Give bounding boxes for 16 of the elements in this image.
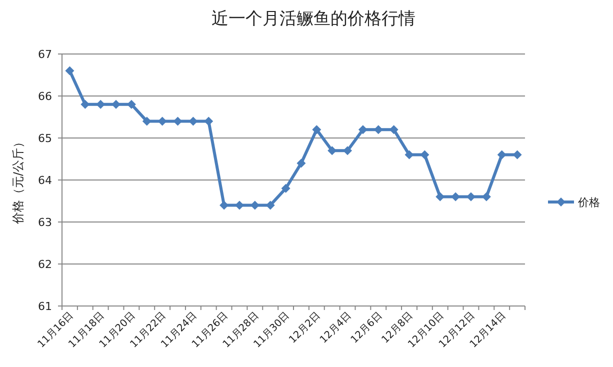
- point: [358, 125, 368, 134]
- y-tick-label: 64: [38, 174, 52, 187]
- point: [281, 184, 290, 193]
- point: [296, 158, 306, 168]
- y-tick-label: 62: [38, 258, 52, 271]
- point: [312, 125, 322, 134]
- y-tick-label: 65: [38, 132, 52, 145]
- y-axis-title: 价格（元/公斤）: [11, 136, 25, 226]
- point: [65, 66, 74, 76]
- y-tick-label: 66: [38, 90, 52, 103]
- y-tick-label: 61: [38, 300, 52, 313]
- chart-title: 近一个月活鳜鱼的价格行情: [212, 9, 416, 29]
- y-tick-label: 63: [38, 216, 52, 229]
- legend-label: 价格: [577, 196, 600, 209]
- point: [343, 146, 352, 156]
- y-tick-label: 67: [38, 48, 52, 61]
